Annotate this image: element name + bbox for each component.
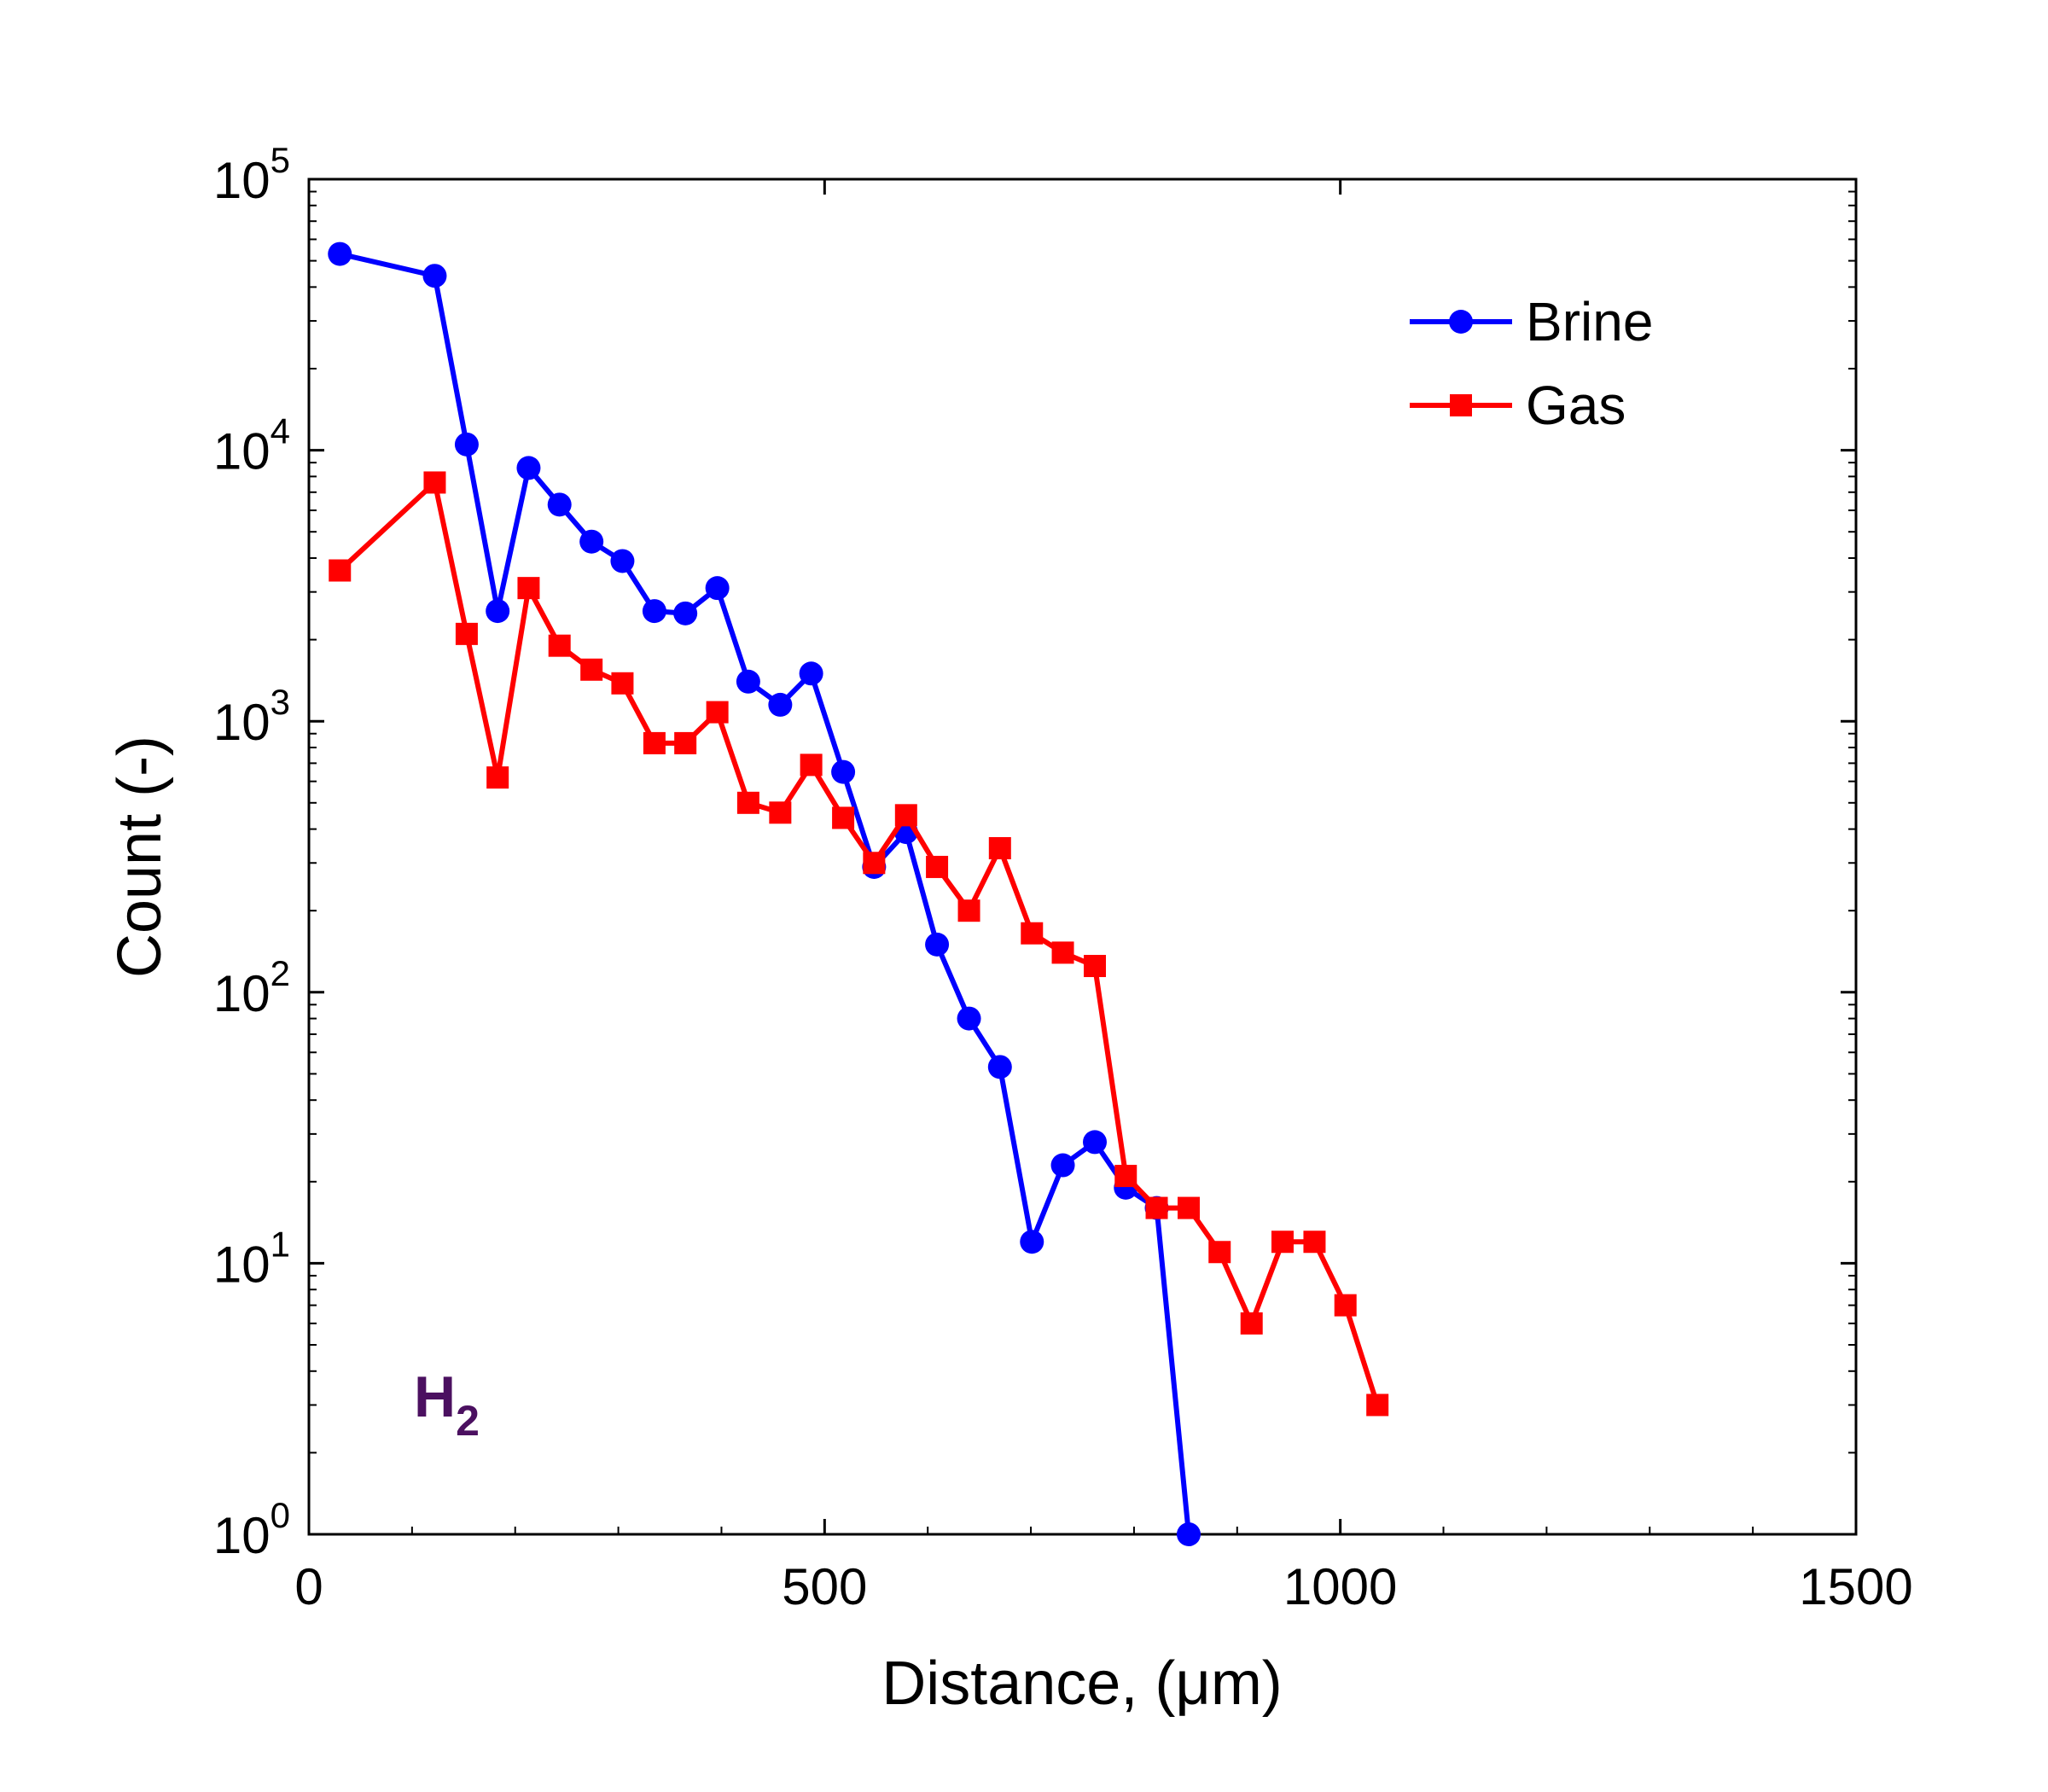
- point-brine: [422, 264, 447, 288]
- point-gas: [548, 634, 571, 657]
- point-brine: [328, 241, 352, 266]
- point-gas: [486, 766, 509, 789]
- point-gas: [736, 791, 759, 814]
- y-tick-label-1e1: 101: [213, 1224, 290, 1293]
- annotation-subscript: 2: [456, 1397, 480, 1445]
- point-brine: [1176, 1522, 1201, 1546]
- point-gas: [455, 622, 478, 645]
- legend-label-brine: Brine: [1526, 291, 1653, 352]
- y-tick-label-1e4: 104: [213, 411, 290, 480]
- point-gas: [329, 559, 352, 582]
- point-gas: [643, 731, 666, 754]
- point-gas: [863, 852, 886, 875]
- point-gas: [1334, 1294, 1357, 1317]
- y-tick-label-1e2: 102: [213, 953, 290, 1022]
- point-brine: [454, 432, 479, 457]
- series-gas: [329, 471, 1389, 1417]
- point-gas: [423, 471, 446, 494]
- point-gas: [957, 899, 980, 922]
- y-tick-label-1e0: 100: [213, 1495, 290, 1564]
- annotation-h2: H2: [414, 1364, 480, 1445]
- point-brine: [736, 669, 760, 694]
- x-axis-label: Distance, (μm): [881, 1649, 1283, 1718]
- point-brine: [1083, 1130, 1108, 1155]
- point-gas: [1366, 1393, 1389, 1417]
- point-gas: [674, 731, 697, 754]
- point-gas: [988, 837, 1011, 860]
- series-brine: [328, 241, 1201, 1546]
- point-gas: [1208, 1241, 1231, 1264]
- point-brine: [957, 1006, 981, 1031]
- legend-marker-gas: [1450, 394, 1472, 416]
- point-brine: [987, 1055, 1012, 1079]
- point-gas: [1303, 1231, 1326, 1254]
- point-brine: [610, 549, 635, 573]
- plot-frame: [307, 177, 1858, 1536]
- y-tick-label-1e5: 105: [213, 140, 290, 209]
- point-gas: [800, 753, 823, 777]
- point-brine: [831, 759, 856, 784]
- point-gas: [832, 806, 855, 829]
- point-brine: [516, 456, 541, 480]
- point-brine: [799, 661, 823, 686]
- x-tick-label-500: 500: [782, 1558, 867, 1615]
- point-brine: [1020, 1230, 1044, 1254]
- legend-marker-brine: [1449, 310, 1473, 334]
- tick-labels: 0 500 1000 1500 100 101 102 103 104 105: [213, 140, 1913, 1615]
- point-gas: [1021, 922, 1044, 945]
- x-tick-label-1500: 1500: [1799, 1558, 1912, 1615]
- axis-ticks: [307, 177, 1858, 1536]
- point-gas: [894, 804, 917, 827]
- series-group: [328, 241, 1389, 1546]
- y-tick-label-1e3: 103: [213, 682, 290, 751]
- point-gas: [1271, 1231, 1294, 1254]
- point-gas: [1051, 941, 1074, 964]
- point-gas: [926, 855, 949, 878]
- annotation-text: H: [414, 1364, 456, 1429]
- point-gas: [706, 701, 729, 724]
- point-gas: [769, 801, 792, 824]
- point-brine: [579, 529, 604, 554]
- point-gas: [1084, 955, 1107, 978]
- legend: Brine Gas: [1410, 291, 1653, 436]
- point-gas: [1177, 1196, 1200, 1219]
- point-brine: [925, 932, 950, 957]
- point-brine: [642, 599, 666, 624]
- legend-label-gas: Gas: [1526, 375, 1626, 436]
- point-gas: [1240, 1312, 1263, 1335]
- point-brine: [547, 492, 572, 517]
- point-gas: [580, 658, 603, 681]
- x-tick-label-1000: 1000: [1283, 1558, 1397, 1615]
- point-gas: [611, 672, 634, 695]
- point-brine: [486, 599, 510, 624]
- point-brine: [705, 576, 730, 601]
- y-axis-label: Count (-): [106, 736, 174, 978]
- point-gas: [517, 577, 540, 600]
- point-gas: [1145, 1196, 1168, 1219]
- point-brine: [673, 601, 698, 625]
- point-brine: [1050, 1153, 1075, 1178]
- point-gas: [1114, 1165, 1137, 1188]
- point-brine: [768, 692, 793, 717]
- x-tick-label-0: 0: [294, 1558, 323, 1615]
